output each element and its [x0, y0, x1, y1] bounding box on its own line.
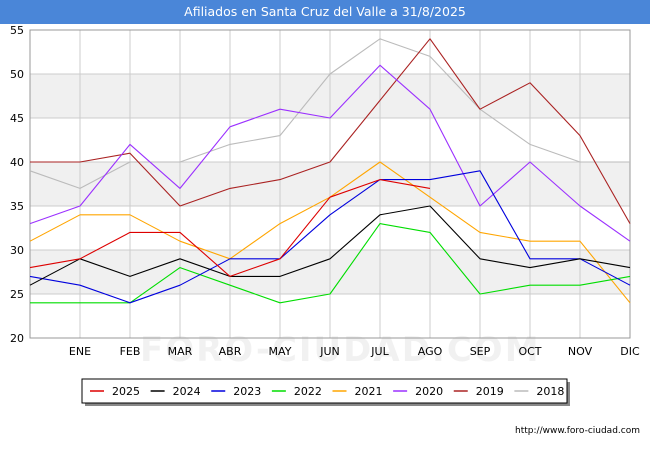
plot-border: [29, 29, 631, 339]
y-tick-label: 20: [10, 332, 24, 345]
x-tick-label: NOV: [568, 345, 593, 358]
legend-label-2024: 2024: [173, 385, 201, 398]
legend-label-2022: 2022: [294, 385, 322, 398]
x-tick-label: SEP: [470, 345, 491, 358]
source-url: http://www.foro-ciudad.com: [515, 426, 640, 436]
x-tick-label: MAR: [168, 345, 193, 358]
legend-label-2020: 2020: [415, 385, 443, 398]
legend-label-2019: 2019: [476, 385, 504, 398]
watermark: FORO-CIUDAD.COM: [140, 330, 541, 370]
legend-label-2021: 2021: [355, 385, 383, 398]
x-tick-label: ABR: [219, 345, 242, 358]
y-tick-label: 50: [10, 68, 24, 81]
series-line-2020: [29, 64, 631, 242]
x-tick-label: OCT: [518, 345, 541, 358]
title-bar: Afiliados en Santa Cruz del Valle a 31/8…: [0, 0, 650, 24]
series-line-2019: [30, 38, 631, 224]
y-tick-label: 55: [10, 24, 24, 37]
series-line-2024: [29, 205, 631, 286]
y-tick-label: 35: [10, 200, 24, 213]
x-tick-label: MAY: [269, 345, 292, 358]
legend-label-2025: 2025: [112, 385, 140, 398]
x-tick-label: JUN: [319, 345, 340, 358]
x-tick-label: DIC: [620, 345, 640, 358]
x-tick-label: ENE: [69, 345, 91, 358]
series-line-2025: [29, 179, 431, 277]
legend-label-2023: 2023: [233, 385, 261, 398]
x-tick-label: AGO: [418, 345, 443, 358]
y-tick-label: 25: [10, 288, 24, 301]
y-tick-label: 45: [10, 112, 24, 125]
x-tick-label: JUL: [370, 345, 389, 358]
series-line-2023: [29, 170, 631, 304]
series-line-2018: [29, 38, 630, 189]
y-tick-label: 40: [10, 156, 24, 169]
legend-label-2018: 2018: [536, 385, 564, 398]
chart-title: Afiliados en Santa Cruz del Valle a 31/8…: [184, 4, 466, 19]
x-tick-label: FEB: [120, 345, 141, 358]
y-tick-label: 30: [10, 244, 24, 257]
